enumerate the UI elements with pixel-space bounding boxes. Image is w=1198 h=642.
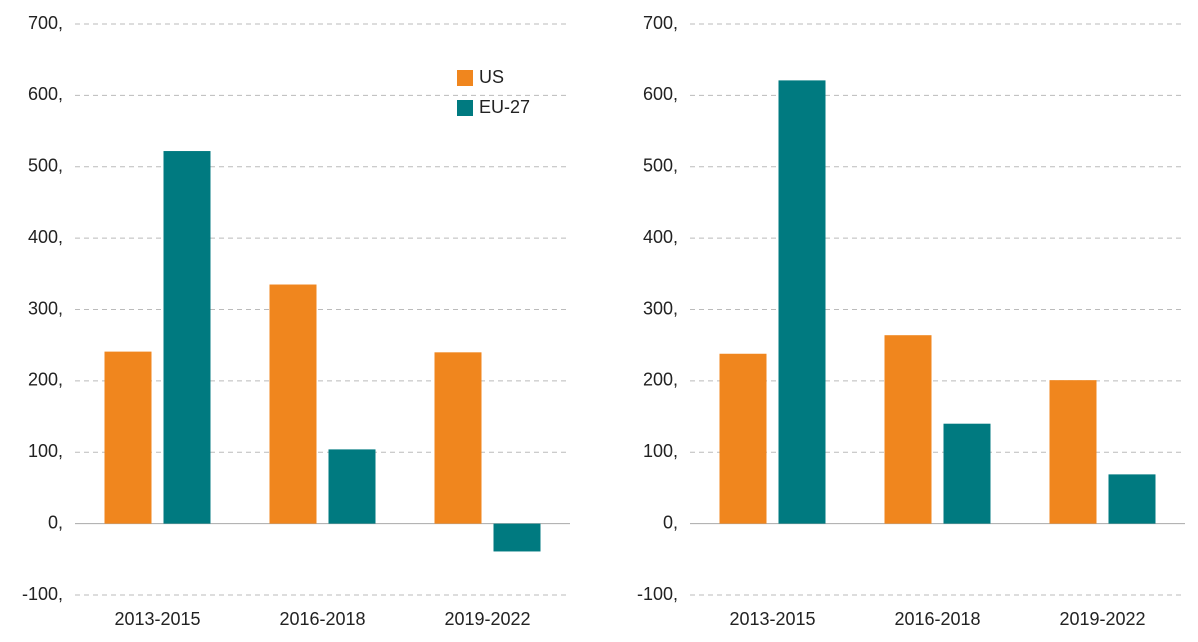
bar [434,352,482,524]
y-tick-label: 700, [643,13,678,33]
x-tick-label: 2013-2015 [729,609,815,629]
y-tick-label: 600, [28,84,63,104]
y-tick-label: 0, [48,512,63,532]
bar [269,284,317,524]
y-tick-label: 100, [643,441,678,461]
legend-swatch [457,100,473,116]
bar [884,335,932,524]
x-tick-label: 2016-2018 [279,609,365,629]
x-tick-label: 2013-2015 [114,609,200,629]
legend-swatch [457,70,473,86]
y-tick-label: 200, [28,370,63,390]
y-tick-label: 300, [643,298,678,318]
bar [163,151,211,524]
y-tick-label: 100, [28,441,63,461]
y-tick-label: 500, [643,156,678,176]
y-tick-label: 400, [28,227,63,247]
bar [328,449,376,524]
bar [719,353,767,524]
y-tick-label: 300, [28,298,63,318]
x-tick-label: 2019-2022 [444,609,530,629]
y-tick-label: 200, [643,370,678,390]
y-tick-label: 700, [28,13,63,33]
bar [104,351,152,524]
x-tick-label: 2019-2022 [1059,609,1145,629]
y-tick-label: 600, [643,84,678,104]
y-tick-label: 400, [643,227,678,247]
y-tick-label: 0, [663,512,678,532]
x-tick-label: 2016-2018 [894,609,980,629]
bar [778,80,826,524]
y-tick-label: 500, [28,156,63,176]
bar [1108,474,1156,524]
y-tick-label: -100, [637,584,678,604]
bar [943,423,991,524]
legend-label: EU-27 [479,97,530,117]
y-tick-label: -100, [22,584,63,604]
legend-label: US [479,67,504,87]
bar [1049,380,1097,524]
bar [493,523,541,552]
